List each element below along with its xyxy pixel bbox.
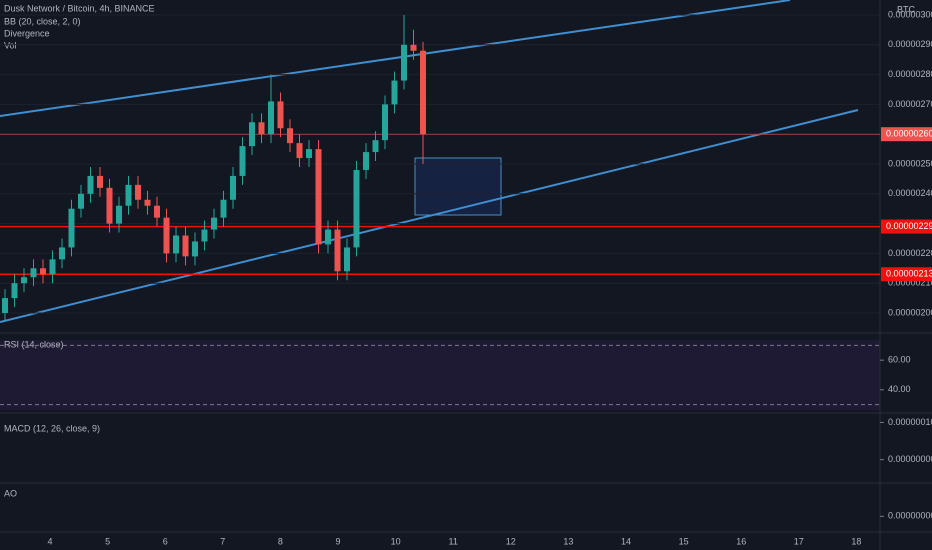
candle-body bbox=[116, 205, 122, 224]
pane-tick-label: 40.00 bbox=[888, 384, 911, 394]
time-tick-label: 6 bbox=[163, 536, 168, 546]
trend-line bbox=[0, 109, 859, 323]
candle-body bbox=[2, 298, 8, 313]
candle-body bbox=[106, 187, 113, 224]
time-tick-label: 9 bbox=[335, 536, 340, 546]
candle-body bbox=[144, 199, 151, 206]
pane-title: RSI (14, close) bbox=[4, 339, 64, 349]
indicator-label: Vol bbox=[4, 40, 17, 50]
candle-body bbox=[372, 140, 379, 153]
level-tag bbox=[881, 267, 932, 282]
candle-body bbox=[182, 235, 189, 257]
level-label: 0.00000229 bbox=[886, 221, 932, 231]
price-tick-label: 0.00000220 bbox=[888, 248, 932, 258]
candle-body bbox=[344, 247, 350, 272]
time-tick-label: 16 bbox=[736, 536, 746, 546]
pane-tick-label: 0.00000000 bbox=[888, 511, 932, 521]
candle-body bbox=[325, 229, 331, 245]
price-tick-label: 0.00000200 bbox=[888, 307, 932, 317]
candle-body bbox=[220, 199, 227, 218]
candle-body bbox=[410, 44, 417, 51]
chart-title: Dusk Network / Bitcoin, 4h, BINANCE bbox=[4, 3, 155, 13]
candle-body bbox=[401, 44, 407, 81]
time-tick-label: 17 bbox=[794, 536, 804, 546]
candle-body bbox=[97, 175, 103, 188]
candle-body bbox=[173, 235, 179, 254]
trend-line bbox=[0, 0, 791, 117]
candle-body bbox=[135, 184, 141, 200]
candle-body bbox=[353, 169, 360, 248]
pane-title: MACD (12, 26, close, 9) bbox=[4, 423, 100, 433]
candle-body bbox=[11, 283, 18, 299]
price-tick-label: 0.00000210 bbox=[888, 278, 932, 288]
candle-body bbox=[315, 149, 322, 245]
candle-body bbox=[391, 80, 398, 105]
candle-body bbox=[49, 259, 56, 275]
rectangle-drawing bbox=[414, 157, 502, 216]
time-tick-label: 11 bbox=[449, 536, 458, 546]
candle-body bbox=[78, 193, 84, 209]
candle-body bbox=[420, 50, 426, 135]
candle-body bbox=[21, 277, 27, 284]
level-tag bbox=[881, 219, 932, 234]
pane-tick-label: 60.00 bbox=[888, 355, 911, 365]
indicator-label: Divergence bbox=[4, 28, 50, 38]
candle-body bbox=[258, 122, 265, 135]
price-tick-label: 0.00000270 bbox=[888, 99, 932, 109]
time-tick-label: 7 bbox=[220, 536, 225, 546]
indicator-label: BB (20, close, 2, 0) bbox=[4, 16, 81, 26]
candle-body bbox=[363, 152, 369, 170]
pane-tick-label: 0.00000000 bbox=[888, 454, 932, 464]
pane-title: AO bbox=[4, 488, 17, 498]
candle-body bbox=[30, 268, 37, 278]
time-tick-label: 10 bbox=[391, 536, 401, 546]
candle-body bbox=[306, 149, 312, 159]
candle-body bbox=[87, 175, 94, 194]
time-tick-label: 4 bbox=[47, 536, 52, 546]
candle-body bbox=[201, 229, 208, 242]
candle-body bbox=[334, 229, 341, 272]
candle-body bbox=[296, 143, 303, 159]
candle-body bbox=[68, 208, 75, 248]
candle-body bbox=[154, 205, 160, 218]
candle-body bbox=[59, 247, 65, 260]
candle-body bbox=[268, 101, 274, 135]
time-tick-label: 5 bbox=[105, 536, 110, 546]
candle-body bbox=[277, 101, 284, 129]
candle-body bbox=[125, 184, 132, 206]
rsi-band bbox=[0, 340, 880, 410]
pane-tick-label: 0.00000010 bbox=[888, 417, 932, 427]
level-label: 0.00000213 bbox=[886, 269, 932, 279]
time-tick-label: 13 bbox=[563, 536, 573, 546]
price-tick-label: 0.00000240 bbox=[888, 188, 932, 198]
candle-body bbox=[382, 104, 388, 141]
candle-body bbox=[239, 146, 246, 176]
current-price-tag bbox=[881, 127, 932, 142]
candle-body bbox=[163, 217, 170, 254]
price-tick-label: 0.00000280 bbox=[888, 69, 932, 79]
price-tick-label: 0.00000250 bbox=[888, 158, 932, 168]
time-tick-label: 15 bbox=[679, 536, 689, 546]
price-tick-label: 0.00000290 bbox=[888, 39, 932, 49]
candle-body bbox=[192, 241, 198, 257]
candle-body bbox=[230, 175, 236, 200]
candle-body bbox=[211, 217, 217, 230]
candle-body bbox=[40, 268, 46, 275]
currency-label: BTC bbox=[897, 4, 916, 14]
current-price-label: 0.00000260 bbox=[886, 129, 932, 139]
candle-body bbox=[249, 122, 255, 147]
time-tick-label: 12 bbox=[506, 536, 516, 546]
time-tick-label: 14 bbox=[621, 536, 631, 546]
price-tick-label: 0.00000300 bbox=[888, 9, 932, 19]
candle-body bbox=[287, 128, 293, 144]
time-tick-label: 8 bbox=[278, 536, 283, 546]
time-tick-label: 18 bbox=[851, 536, 861, 546]
